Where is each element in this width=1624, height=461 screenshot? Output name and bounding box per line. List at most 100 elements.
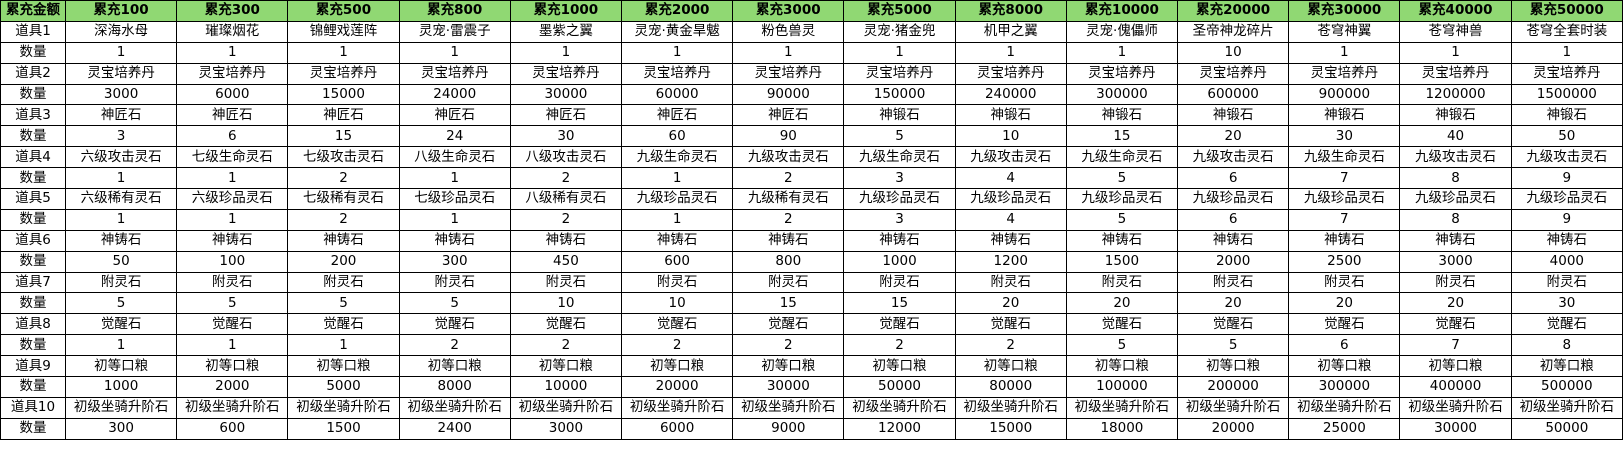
table-cell: 附灵石 (732, 271, 845, 294)
row-label: 数量 (0, 208, 66, 231)
table-cell: 40 (1399, 125, 1512, 148)
table-cell: 神铸石 (954, 229, 1067, 252)
table-cell: 20000 (1177, 417, 1290, 440)
header-cell: 累充800 (398, 0, 511, 22)
table-row: 道具10 初级坐骑升阶石 初级坐骑升阶石 初级坐骑升阶石 初级坐骑升阶石 初级坐骑升阶石初… (0, 396, 1624, 419)
table-cell: 2 (843, 334, 956, 357)
table-cell: 神铸石 (843, 229, 956, 252)
table-cell: 15 (287, 125, 400, 148)
table-cell: 300 (64, 417, 178, 440)
table-cell: 8 (1399, 167, 1512, 190)
table-cell: 初级坐骑升阶石 (287, 396, 400, 419)
table-cell: 六级珍品灵石 (176, 188, 289, 210)
header-cell: 累充40000 (1399, 0, 1512, 22)
table-cell: 10 (954, 125, 1067, 148)
table-cell: 附灵石 (1510, 271, 1624, 294)
row-label: 道具5 (0, 188, 66, 210)
table-cell: 1200 (954, 250, 1067, 273)
table-cell: 九级攻击灵石 (1510, 146, 1624, 169)
row-label: 道具4 (0, 146, 66, 169)
table-cell: 2 (954, 334, 1067, 357)
table-cell: 苍穹神翼 (1288, 20, 1401, 43)
table-cell: 20 (954, 292, 1067, 315)
table-cell: 2000 (176, 376, 289, 398)
table-cell: 240000 (954, 83, 1067, 106)
table-row: 数量 300 600 1500 2400 3000 6000 9000 12000 15000 18… (0, 417, 1624, 440)
table-cell: 5 (287, 292, 400, 315)
table-cell: 灵宝培养丹 (621, 62, 734, 85)
row-label: 数量 (0, 334, 66, 357)
table-cell: 4 (954, 208, 1067, 231)
table-cell: 初等口粮 (1065, 355, 1179, 378)
table-cell: 60 (621, 125, 734, 148)
table-cell: 圣帝神龙碎片 (1177, 20, 1290, 43)
table-cell: 九级生命灵石 (621, 146, 734, 169)
header-cell: 累充8000 (954, 0, 1067, 22)
table-cell: 觉醒石 (398, 313, 511, 336)
row-label: 数量 (0, 125, 66, 148)
table-cell: 墨紫之翼 (509, 20, 623, 43)
table-cell: 90000 (732, 83, 845, 106)
table-cell: 60000 (621, 83, 734, 106)
table-cell: 九级珍品灵石 (1399, 188, 1512, 210)
table-cell: 300000 (1288, 376, 1401, 398)
table-cell: 初级坐骑升阶石 (732, 396, 845, 419)
table-cell: 30 (1288, 125, 1401, 148)
table-cell: 璀璨烟花 (176, 20, 289, 43)
table-cell: 9 (1510, 208, 1624, 231)
table-cell: 神锻石 (1177, 104, 1290, 127)
table-cell: 觉醒石 (1177, 313, 1290, 336)
table-cell: 神匠石 (509, 104, 623, 127)
table-row: 道具9 初等口粮 初等口粮 初等口粮 初等口粮 初等口粮 初等口粮 初等口粮 初等口粮 初等口粮初… (0, 355, 1624, 378)
table-cell: 1 (1288, 41, 1401, 64)
table-cell: 神锻石 (1065, 104, 1179, 127)
table-cell: 九级稀有灵石 (732, 188, 845, 210)
table-cell: 1 (287, 41, 400, 64)
table-cell: 20 (1065, 292, 1179, 315)
table-cell: 附灵石 (1399, 271, 1512, 294)
table-row: 道具6 神铸石 神铸石 神铸石 神铸石 神铸石 神铸石 神铸石 神铸石 神铸石 神铸石 神铸石 神铸石神… (0, 229, 1624, 252)
table-cell: 6000 (176, 83, 289, 106)
table-row: 数量 5 5 5 5 10 10 15 15 20 20 20 20 20 30 (0, 292, 1624, 315)
table-cell: 12000 (843, 417, 956, 440)
table-cell: 1 (621, 41, 734, 64)
table-cell: 附灵石 (398, 271, 511, 294)
table-cell: 初级坐骑升阶石 (64, 396, 178, 419)
table-cell: 灵宝培养丹 (398, 62, 511, 85)
table-cell: 灵宠·傀儡师 (1065, 20, 1179, 43)
row-label: 道具7 (0, 271, 66, 294)
table-cell: 1 (621, 167, 734, 190)
table-cell: 附灵石 (843, 271, 956, 294)
table-cell: 10 (621, 292, 734, 315)
table-cell: 灵宝培养丹 (287, 62, 400, 85)
table-cell: 觉醒石 (64, 313, 178, 336)
table-cell: 灵宝培养丹 (509, 62, 623, 85)
table-cell: 20 (1177, 292, 1290, 315)
table-cell: 1500 (287, 417, 400, 440)
table-cell: 8000 (398, 376, 511, 398)
table-cell: 觉醒石 (1288, 313, 1401, 336)
table-cell: 450 (509, 250, 623, 273)
table-cell: 灵宝培养丹 (1399, 62, 1512, 85)
table-cell: 初级坐骑升阶石 (954, 396, 1067, 419)
table-cell: 200000 (1177, 376, 1290, 398)
table-cell: 3 (843, 208, 956, 231)
table-cell: 7 (1288, 208, 1401, 231)
table-cell: 苍穹全套时装 (1510, 20, 1624, 43)
table-cell: 7 (1288, 167, 1401, 190)
table-cell: 八级稀有灵石 (509, 188, 623, 210)
table-cell: 初级坐骑升阶石 (843, 396, 956, 419)
table-cell: 神铸石 (509, 229, 623, 252)
table-cell: 附灵石 (1288, 271, 1401, 294)
table-cell: 神铸石 (732, 229, 845, 252)
header-cell: 累充5000 (843, 0, 956, 22)
table-cell: 5 (398, 292, 511, 315)
table-cell: 灵宝培养丹 (1288, 62, 1401, 85)
table-cell: 50000 (1510, 417, 1624, 440)
table-cell: 九级珍品灵石 (954, 188, 1067, 210)
table-row: 道具5 六级稀有灵石 六级珍品灵石 七级稀有灵石 七级珍品灵石 八级稀有灵石 九级珍品灵石九… (0, 188, 1624, 210)
table-cell: 1 (398, 167, 511, 190)
table-cell: 神铸石 (1288, 229, 1401, 252)
table-cell: 5 (176, 292, 289, 315)
row-label: 道具10 (0, 396, 66, 419)
